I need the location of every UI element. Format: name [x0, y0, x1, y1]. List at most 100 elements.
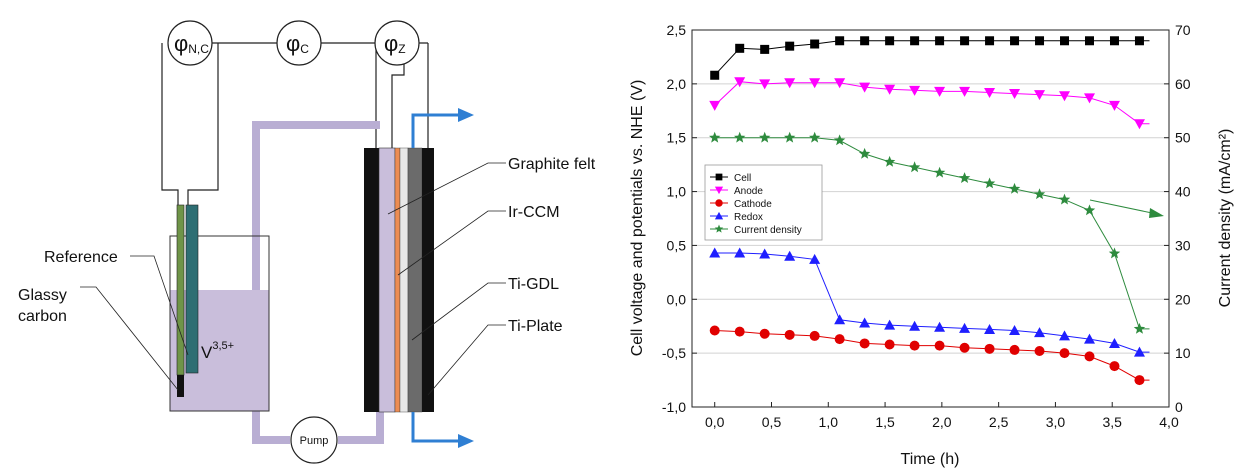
data-point-redox [884, 319, 896, 330]
data-point-cathode [1009, 344, 1020, 355]
legend-marker-cathode [715, 199, 723, 207]
data-point-cathode [1134, 375, 1145, 386]
y-tick-label: -0,5 [662, 345, 686, 361]
data-point-redox [959, 322, 971, 333]
leader-glassy [80, 286, 179, 391]
label-ti-gdl: Ti-GDL [508, 276, 559, 293]
legend-marker-redox [714, 211, 724, 220]
data-point-cell [985, 36, 995, 46]
data-point-cell [1010, 36, 1020, 46]
wiring [161, 42, 429, 205]
y-tick-label: 0,5 [667, 237, 687, 253]
y-tick-label: 2,0 [667, 76, 687, 92]
data-point-anode [984, 87, 996, 98]
data-point-anode [1108, 100, 1120, 111]
y-axis-label: Cell voltage and potentials vs. NHE (V) [629, 80, 646, 357]
ir-ccm-membrane [394, 147, 401, 413]
data-point-cell [935, 36, 945, 46]
data-point-current-density [958, 172, 971, 183]
y2-tick-label: 10 [1175, 345, 1191, 361]
meter-n-c-sub: N,C [188, 42, 209, 56]
electrolyte-sup: 3,5+ [212, 340, 234, 352]
meter-z-base: φ [384, 31, 398, 56]
voltmeter-n-c: φN,C [167, 20, 213, 66]
series-line-anode [714, 81, 1150, 125]
ti-plate-left [364, 148, 379, 412]
y2-tick-label: 60 [1175, 76, 1191, 92]
chart-legend: Cell Anode Cathode Redox Current density [704, 164, 823, 241]
leader-ti-plate [427, 324, 506, 396]
y2-tick-label: 40 [1175, 184, 1191, 200]
pump-label: Pump [300, 435, 329, 447]
label-glassy-1: Glassy [18, 287, 67, 304]
data-point-cell [735, 43, 745, 53]
x-axis-label: Time (h) [901, 451, 960, 468]
leader-graphite-felt [387, 162, 506, 215]
y-tick-label: 2,5 [667, 22, 687, 38]
data-point-current-density [833, 134, 846, 146]
legend-marker-current-density [714, 224, 724, 233]
data-point-redox [734, 247, 746, 258]
data-point-cell [835, 36, 845, 46]
data-point-cathode [1059, 348, 1070, 359]
data-point-cell [910, 36, 920, 46]
schematic: φN,C φC φZ V3,5+ Reference Glassy carbon [18, 20, 596, 464]
data-point-anode [1084, 93, 1095, 104]
data-point-redox [859, 317, 871, 328]
data-point-cell [1134, 36, 1144, 46]
meter-n-c-base: φ [174, 31, 188, 56]
y-tick-label: 1,5 [667, 130, 687, 146]
y2-tick-label: 70 [1175, 22, 1191, 38]
data-point-anode [959, 86, 971, 97]
data-point-current-density [709, 131, 721, 143]
felt-compartment [378, 147, 396, 413]
y2-tick-label: 30 [1175, 237, 1191, 253]
data-point-redox [1133, 346, 1145, 357]
data-point-redox [809, 253, 821, 264]
label-reference: Reference [44, 249, 118, 266]
svg-text:φC: φC [286, 31, 309, 56]
series-line-redox [714, 252, 1150, 353]
chart-series [709, 36, 1150, 386]
legend-label-cell: Cell [734, 173, 751, 184]
ti-plate-right [422, 148, 434, 412]
legend-label-anode: Anode [734, 186, 763, 197]
x-tick-label: 2,5 [989, 414, 1009, 430]
data-point-cell [760, 44, 770, 54]
ti-gdl [407, 147, 423, 413]
data-point-current-density [1133, 322, 1146, 334]
data-point-redox [1034, 327, 1046, 338]
data-point-current-density [1083, 204, 1096, 216]
data-point-anode [859, 82, 871, 93]
data-point-cathode [1109, 361, 1120, 372]
data-point-anode [1034, 90, 1046, 101]
data-point-current-density [759, 131, 771, 143]
beaker [169, 235, 270, 412]
voltmeter-c: φC [276, 20, 322, 66]
graphite-felt [399, 147, 409, 413]
data-point-current-density [809, 131, 821, 143]
data-point-anode [709, 100, 721, 111]
data-point-redox [1009, 325, 1021, 336]
meter-c-base: φ [286, 31, 300, 56]
y2-tick-label: 0 [1175, 399, 1183, 415]
y-tick-label: -1,0 [662, 399, 686, 415]
data-point-cell [1109, 36, 1119, 46]
data-point-cathode [859, 338, 870, 349]
data-point-cell [710, 70, 720, 80]
data-point-anode [759, 79, 771, 90]
svg-text:φZ: φZ [384, 31, 406, 56]
data-point-redox [909, 320, 921, 331]
y2-tick-label: 20 [1175, 291, 1191, 307]
data-point-cathode [884, 339, 895, 350]
meter-z-sub: Z [398, 42, 405, 56]
electrolyte-label: V3,5+ [201, 340, 234, 362]
data-point-cell [1085, 36, 1094, 46]
data-point-redox [784, 250, 796, 261]
data-point-cathode [909, 340, 920, 351]
x-tick-label: 3,5 [1102, 414, 1122, 430]
data-point-redox [984, 323, 996, 334]
data-point-cell [785, 41, 795, 51]
data-point-cathode [1034, 345, 1045, 356]
